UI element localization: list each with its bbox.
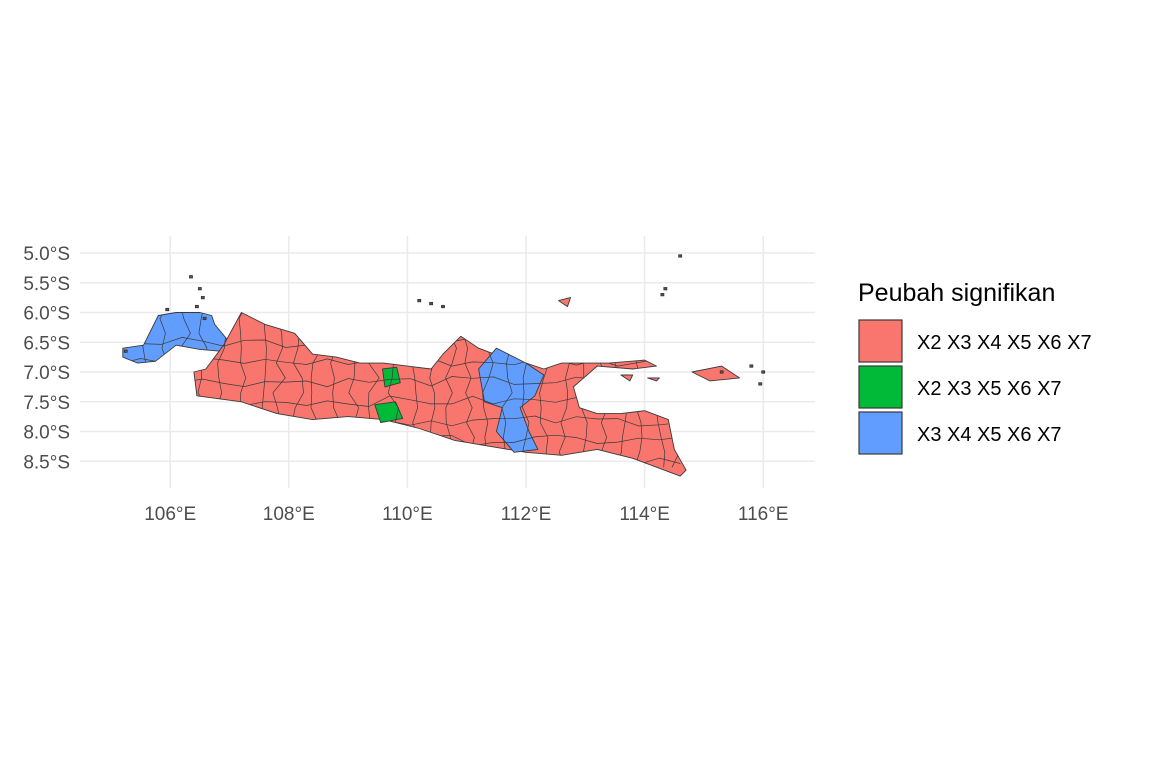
y-tick-label: 6.0°S <box>23 304 70 325</box>
x-tick-label: 106°E <box>144 504 196 525</box>
island <box>691 365 740 382</box>
islet <box>197 287 202 291</box>
region-x2-x3-x5-x6-x7 <box>382 366 401 388</box>
island <box>647 377 660 382</box>
legend-label: X2 X3 X5 X6 X7 <box>917 378 1062 400</box>
islet <box>749 364 754 368</box>
islet <box>441 304 445 309</box>
y-tick-label: 8.5°S <box>23 452 70 473</box>
islet <box>429 301 434 306</box>
y-tick-label: 5.5°S <box>23 274 70 295</box>
x-tick-label: 116°E <box>738 504 789 525</box>
region-x3-x4-x5-x6-x7 <box>122 312 230 364</box>
x-axis-tick-labels: 106°E 108°E 110°E 112°E 114°E 116°E <box>144 504 788 525</box>
legend-title: Peubah signifikan <box>858 279 1055 307</box>
legend-swatch <box>858 365 903 409</box>
x-tick-label: 112°E <box>501 504 552 525</box>
islet <box>719 370 724 374</box>
y-tick-label: 7.0°S <box>23 363 70 384</box>
region-x2-x3-x5-x6-x7 <box>374 401 404 424</box>
x-tick-label: 108°E <box>263 504 315 525</box>
region-x2-x3-x4-x5-x6-x7 <box>193 312 687 477</box>
islet <box>194 304 199 309</box>
x-tick-label: 110°E <box>382 504 433 525</box>
x-tick-label: 114°E <box>619 504 670 525</box>
islet <box>189 275 193 279</box>
islet <box>200 296 205 300</box>
legend-label: X3 X4 X5 X6 X7 <box>917 424 1062 446</box>
islet <box>678 254 683 258</box>
islet <box>165 307 170 312</box>
y-tick-label: 8.0°S <box>23 423 70 444</box>
district-border <box>140 312 152 468</box>
islet <box>660 293 665 297</box>
island <box>620 374 634 382</box>
island <box>558 297 571 308</box>
island-layer <box>123 254 766 386</box>
y-tick-label: 7.5°S <box>23 393 70 414</box>
district-border <box>122 454 681 466</box>
islet <box>663 287 668 291</box>
islet <box>758 382 763 386</box>
legend-label: X2 X3 X4 X5 X6 X7 <box>917 332 1092 354</box>
y-tick-label: 5.0°S <box>23 244 70 265</box>
islet <box>123 349 128 353</box>
legend-swatch <box>858 411 903 455</box>
legend-swatch <box>858 319 903 363</box>
islet <box>202 316 207 321</box>
legend: Peubah signifikan X2 X3 X4 X5 X6 X7 X2 X3… <box>858 279 1092 455</box>
islet <box>417 298 422 303</box>
y-tick-label: 6.5°S <box>23 333 70 354</box>
y-axis-tick-labels: 5.0°S 5.5°S 6.0°S 6.5°S 7.0°S 7.5°S 8.0°S 8.5°S <box>23 244 70 473</box>
region-layer <box>122 312 687 477</box>
islet <box>761 370 766 374</box>
